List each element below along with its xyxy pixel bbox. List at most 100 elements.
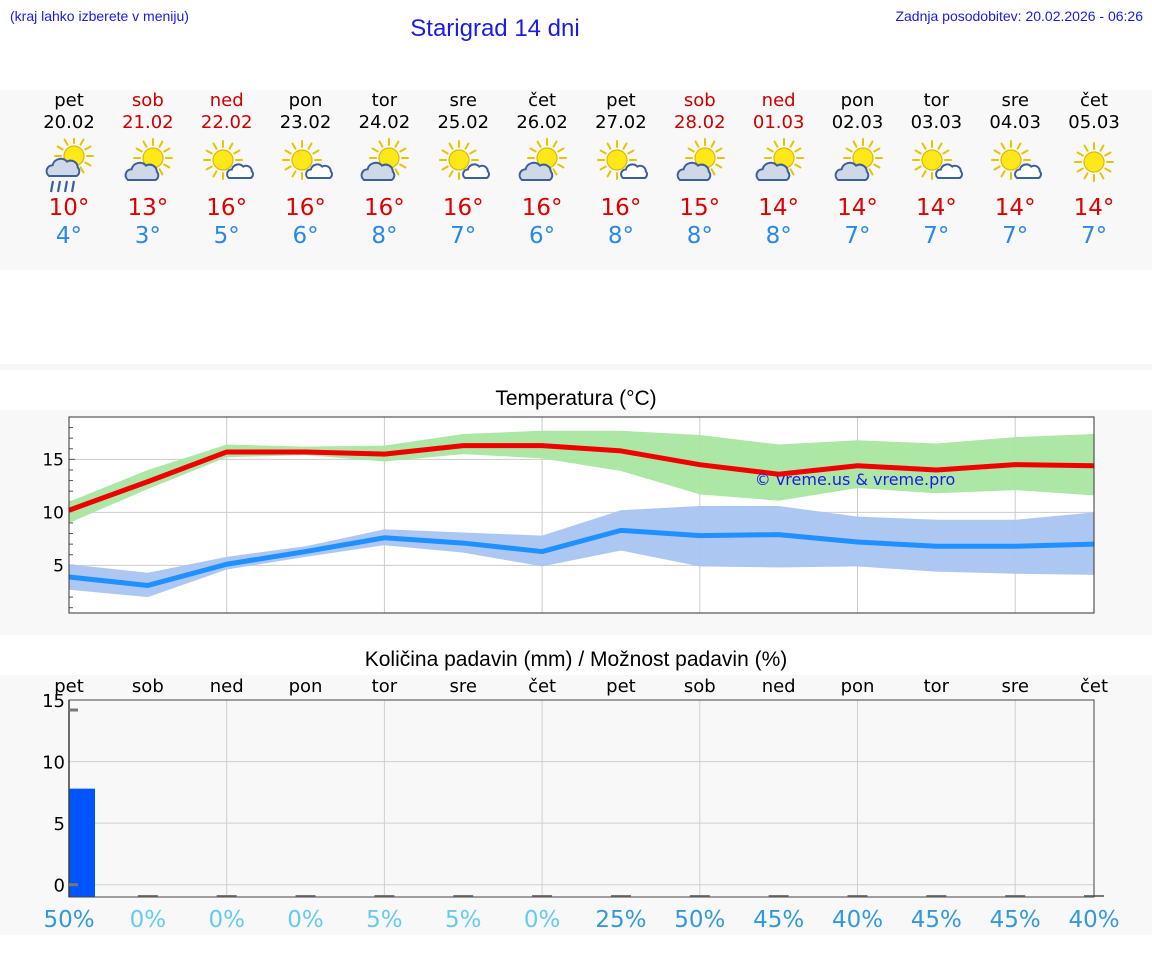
day-column: tor 24.02 16° 8° <box>339 90 429 250</box>
y-tick-label: 15 <box>42 691 65 712</box>
max-temperature: 14° <box>758 195 800 221</box>
precip-chance: 0% <box>524 907 561 933</box>
sun-cloud-icon <box>834 138 883 181</box>
day-date: 20.02 <box>43 112 95 133</box>
precip-chance: 0% <box>208 907 245 933</box>
plot-frame <box>68 416 1095 614</box>
day-label: čet <box>528 676 556 697</box>
daily-forecast: pet 20.02 10° 4° sob 21.02 13° 3° ned 22.02 16° 5° p… <box>0 90 1152 270</box>
max-temperature: 14° <box>837 195 878 221</box>
precip-chance: 25% <box>595 907 646 933</box>
precip-chance: 5% <box>445 907 482 933</box>
min-temperature: 7° <box>1002 223 1029 249</box>
day-date: 05.03 <box>1068 112 1120 133</box>
day-name: sre <box>1001 90 1029 111</box>
day-name: čet <box>528 90 557 111</box>
y-tick-label: 5 <box>53 556 64 576</box>
day-name: ned <box>761 90 796 111</box>
day-name: tor <box>923 90 950 111</box>
location-hint[interactable]: (kraj lahko izberete v meniju) <box>10 8 189 24</box>
min-temperature: 8° <box>686 223 713 249</box>
day-column: sre 04.03 14° 7° <box>970 90 1060 250</box>
sun-cloud-icon <box>518 138 568 181</box>
day-name: sob <box>131 90 164 111</box>
max-temperature: 16° <box>206 195 248 221</box>
sun-cloud-icon <box>676 138 725 181</box>
day-column: ned 01.03 14° 8° <box>734 90 824 250</box>
day-column: pet 20.02 10° 4° <box>24 90 114 250</box>
day-label: sob <box>132 676 164 697</box>
day-date: 02.03 <box>831 112 884 133</box>
precip-chance: 40% <box>832 907 883 933</box>
precip-chance: 45% <box>753 907 804 933</box>
day-name: pet <box>54 90 84 111</box>
sun-cloud-icon <box>361 138 410 181</box>
min-temperature: 6° <box>529 223 556 249</box>
day-column: sre 25.02 16° 7° <box>418 90 508 250</box>
day-label: ned <box>210 676 244 697</box>
day-label: pon <box>841 676 875 697</box>
day-label: sre <box>450 676 477 697</box>
day-date: 01.03 <box>752 112 805 133</box>
min-temperature: 7° <box>1080 223 1108 249</box>
day-name: tor <box>371 90 398 111</box>
max-temperature: 16° <box>600 195 642 221</box>
day-column: čet 26.02 16° 6° <box>497 90 587 250</box>
day-name: pon <box>840 90 875 111</box>
max-temperature: 13° <box>127 195 169 221</box>
day-date: 23.02 <box>279 112 332 133</box>
sun-icon <box>1074 142 1115 182</box>
precipitation-chart-title: Količina padavin (mm) / Možnost padavin … <box>364 648 788 671</box>
day-date: 04.03 <box>989 112 1041 133</box>
max-temperature: 16° <box>285 195 326 221</box>
min-range-band <box>69 505 1095 598</box>
day-label: pet <box>54 676 84 697</box>
sun-small-cloud-icon <box>991 140 1043 180</box>
max-temperature: 14° <box>994 195 1036 221</box>
day-label: tor <box>372 676 398 697</box>
day-name: sob <box>683 90 716 111</box>
sun-cloud-rain-icon <box>45 138 94 193</box>
sun-small-cloud-icon <box>202 140 254 180</box>
temperature-chart: 5 10 15 © vreme.us & vreme.pro <box>42 416 1095 614</box>
precip-chance: 40% <box>1068 907 1119 933</box>
y-tick-label: 0 <box>54 876 65 897</box>
day-date: 26.02 <box>516 112 568 133</box>
sun-small-cloud-icon <box>281 140 333 180</box>
precip-bar <box>69 788 95 897</box>
precip-chance: 5% <box>366 907 403 933</box>
day-label: tor <box>924 676 950 697</box>
watermark: © vreme.us & vreme.pro <box>755 470 956 489</box>
min-temperature: 7° <box>844 223 871 249</box>
day-column: ned 22.02 16° 5° <box>182 90 272 250</box>
precip-chance: 45% <box>911 907 962 933</box>
day-column: pon 23.02 16° 6° <box>261 90 351 250</box>
day-column: sob 21.02 13° 3° <box>103 90 193 250</box>
y-tick-label: 15 <box>42 450 64 470</box>
day-name: pet <box>606 90 636 111</box>
plot-area <box>69 700 1094 897</box>
day-column: tor 03.03 14° 7° <box>891 90 981 250</box>
min-temperature-line <box>68 527 1095 588</box>
separator <box>0 364 1152 370</box>
sun-cloud-icon <box>124 138 173 181</box>
min-temperature: 8° <box>607 223 634 249</box>
day-label: sob <box>684 676 716 697</box>
plot-frame <box>68 699 1095 898</box>
day-name: sre <box>449 90 477 111</box>
min-temperature: 7° <box>923 223 950 249</box>
y-tick-label: 10 <box>42 753 65 774</box>
y-tick-label: 5 <box>54 814 65 835</box>
day-column: pet 27.02 16° 8° <box>576 90 666 250</box>
max-temperature: 10° <box>48 195 90 221</box>
day-column: čet 05.03 14° 7° <box>1049 90 1139 250</box>
max-temperature: 16° <box>521 195 563 221</box>
day-label: sre <box>1001 676 1028 697</box>
min-temperature: 8° <box>371 223 398 249</box>
y-tick-label: 10 <box>42 503 64 523</box>
last-updated: Zadnja posodobitev: 20.02.2026 - 06:26 <box>895 8 1143 24</box>
precip-chance: 45% <box>990 907 1041 933</box>
sun-small-cloud-icon <box>912 140 964 180</box>
day-date: 21.02 <box>122 112 174 133</box>
max-temperature: 15° <box>679 195 721 221</box>
